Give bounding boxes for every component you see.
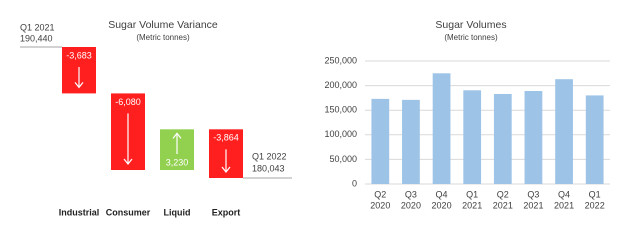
arrow-head <box>123 158 133 165</box>
x-tick-label: 2021 <box>523 200 543 210</box>
x-tick-label: Q1 <box>589 189 601 199</box>
x-tick-label: 2020 <box>370 200 390 210</box>
value-label: -6,080 <box>115 97 141 107</box>
bar <box>402 99 420 184</box>
x-tick-label: Consumer <box>106 207 151 217</box>
y-tick-label: 250,000 <box>324 55 357 65</box>
chart-subtitle: (Metric tonnes) <box>136 33 190 42</box>
start-label: Q1 2021 <box>20 22 55 32</box>
x-tick-label: Q3 <box>527 189 539 199</box>
x-tick-label: 2021 <box>554 200 574 210</box>
chart-subtitle: (Metric tonnes) <box>444 33 498 42</box>
x-tick-label: Q1 <box>466 189 478 199</box>
arrow-head <box>172 132 182 139</box>
bar <box>524 91 543 184</box>
start-value: 190,440 <box>20 33 53 43</box>
value-label: -3,683 <box>66 50 92 60</box>
x-tick-label: 2020 <box>432 200 452 210</box>
y-tick-label: 100,000 <box>324 129 357 139</box>
y-tick-label: 0 <box>352 178 357 188</box>
x-tick-label: 2020 <box>401 200 421 210</box>
x-tick-label: Liquid <box>164 207 191 217</box>
y-tick-label: 50,000 <box>329 154 357 164</box>
bar <box>371 98 390 184</box>
x-tick-label: Q3 <box>405 189 417 199</box>
chart-title: Sugar Volume Variance <box>108 19 218 31</box>
x-tick-label: Industrial <box>59 207 100 217</box>
value-label: -3,864 <box>213 133 239 143</box>
arrow-head <box>221 166 231 173</box>
bar <box>493 93 512 184</box>
dashboard: Sugar Volume Variance (Metric tonnes) Su… <box>20 19 610 217</box>
end-value: 180,043 <box>252 163 285 173</box>
y-tick-label: 150,000 <box>324 105 357 115</box>
x-tick-label: Q4 <box>436 189 448 199</box>
x-tick-label: 2021 <box>462 200 482 210</box>
x-tick-label: Q2 <box>497 189 509 199</box>
y-tick-label: 200,000 <box>324 80 357 90</box>
end-label: Q1 2022 <box>252 151 287 161</box>
bar <box>585 95 604 184</box>
x-tick-label: 2021 <box>493 200 513 210</box>
bar <box>463 90 482 184</box>
value-label: 3,230 <box>166 157 189 167</box>
bar <box>432 73 451 184</box>
x-tick-label: 2022 <box>585 200 605 210</box>
arrow-head <box>74 82 84 89</box>
chart-title: Sugar Volumes <box>435 19 506 31</box>
x-tick-label: Export <box>212 207 241 217</box>
x-tick-label: Q2 <box>374 189 386 199</box>
x-tick-label: Q4 <box>558 189 570 199</box>
bar <box>555 79 573 184</box>
